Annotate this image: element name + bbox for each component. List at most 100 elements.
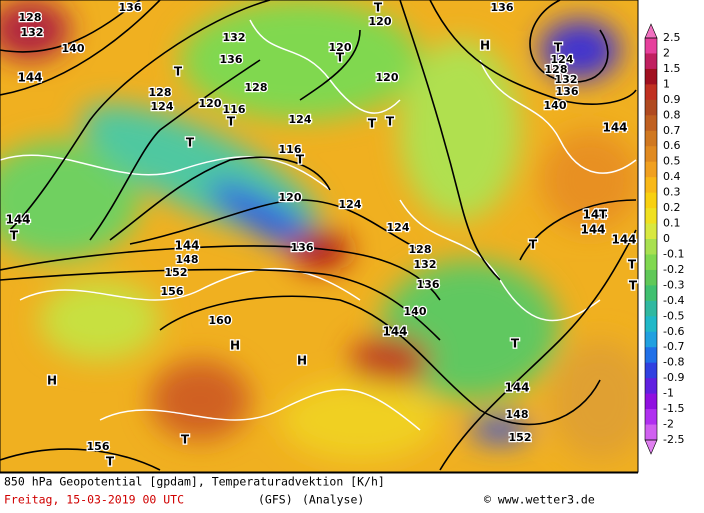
colorbar-label: -0.2 — [663, 263, 684, 276]
map-label: H — [480, 39, 490, 53]
map-label: T — [106, 455, 115, 469]
colorbar-swatch — [645, 393, 657, 410]
colorbar-swatch — [645, 269, 657, 286]
map-label: 124 — [339, 198, 362, 211]
colorbar-swatch — [645, 347, 657, 364]
colorbar-swatch — [645, 115, 657, 132]
colorbar-swatch — [645, 378, 657, 395]
map-label: 144 — [17, 71, 42, 85]
colorbar-label: -1 — [663, 387, 674, 400]
map-label: H — [47, 374, 57, 388]
map-label: 132 — [223, 31, 246, 44]
map-label: T — [336, 51, 345, 65]
map-label: 144 — [582, 208, 607, 222]
colorbar-swatch — [645, 99, 657, 116]
map-label: 124 — [387, 221, 410, 234]
colorbar-label: -0.1 — [663, 247, 684, 260]
map-label: 152 — [509, 431, 532, 444]
colorbar-swatch — [645, 316, 657, 333]
colorbar-label: -0.6 — [663, 325, 684, 338]
colorbar-label: -0.3 — [663, 278, 684, 291]
colorbar-label: -0.9 — [663, 371, 684, 384]
colorbar-label: 2.5 — [663, 31, 681, 44]
footer-date: Freitag, 15-03-2019 00 UTC — [4, 493, 184, 507]
map-label: 132 — [555, 73, 578, 86]
colorbar-swatch — [645, 300, 657, 317]
colorbar-swatch — [645, 68, 657, 85]
colorbar-swatch — [645, 84, 657, 101]
geopotential-contours — [0, 0, 637, 471]
colorbar-label: 0.5 — [663, 155, 681, 168]
map-label: 156 — [161, 285, 184, 298]
footer-copyright: © www.wetter3.de — [484, 493, 595, 507]
colorbar-label: 0.7 — [663, 124, 681, 137]
colorbar-label: -0.4 — [663, 294, 684, 307]
map-label: T — [181, 433, 190, 447]
map-label: T — [174, 65, 183, 79]
map-frame — [0, 0, 639, 473]
map-label: 128 — [409, 243, 432, 256]
colorbar-swatch — [645, 239, 657, 255]
footer-model: (GFS) — [258, 493, 293, 507]
map-label: 144 — [602, 121, 627, 135]
map-label: T — [629, 279, 638, 293]
map-label: T — [374, 1, 383, 15]
map-label: 120 — [329, 41, 352, 54]
colorbar-label: -0.7 — [663, 340, 684, 353]
map-label: 128 — [149, 86, 172, 99]
colorbar-label: 0.9 — [663, 93, 681, 106]
colorbar-label: 2 — [663, 46, 670, 59]
map-label: T — [511, 337, 520, 351]
colorbar-swatch — [645, 208, 657, 225]
map-label: 152 — [165, 266, 188, 279]
colorbar-swatch — [645, 331, 657, 348]
map-label: 144 — [5, 213, 30, 227]
map-label: 136 — [291, 241, 314, 254]
colorbar-swatch — [645, 424, 657, 441]
map-label: T — [529, 238, 538, 252]
map-label: 132 — [21, 26, 44, 39]
map-label: 160 — [209, 314, 232, 327]
map-label: T — [296, 153, 305, 167]
colorbar-top-arrow — [644, 23, 658, 39]
colorbar-label: -1.5 — [663, 402, 684, 415]
map-label: 124 — [289, 113, 312, 126]
colorbar-swatch — [645, 130, 657, 147]
map-label: 144 — [174, 239, 199, 253]
colorbar-label: -2.5 — [663, 433, 684, 446]
colorbar-swatch — [645, 223, 657, 240]
map-label: T — [10, 229, 19, 243]
map-label: 136 — [417, 278, 440, 291]
colorbar-swatch — [645, 38, 657, 54]
colorbar-label: 1 — [663, 77, 670, 90]
map-label: 124 — [551, 53, 574, 66]
map-label: 144 — [611, 233, 636, 247]
map-label: T — [386, 115, 395, 129]
colorbar-bottom-arrow — [644, 439, 658, 455]
colorbar-label: -0.5 — [663, 309, 684, 322]
colorbar: 2.5 2 1.5 1 0.9 0.8 0.7 0.6 0.5 0.4 0.3 0.2 0.1 0 -0.1… — [644, 23, 684, 455]
map-label: 140 — [404, 305, 427, 318]
colorbar-swatch — [645, 146, 657, 163]
map-area — [0, 0, 638, 472]
colorbar-label: 0.8 — [663, 108, 681, 121]
colorbar-swatch — [645, 53, 657, 70]
colorbar-swatch — [645, 177, 657, 194]
map-label: H — [297, 354, 307, 368]
map-label: 116 — [279, 143, 302, 156]
map-label: 124 — [151, 100, 174, 113]
map-label: 136 — [119, 1, 142, 14]
colorbar-label: 1.5 — [663, 62, 681, 75]
map-label: T — [599, 208, 608, 222]
map-label: 136 — [556, 85, 579, 98]
map-label: 156 — [87, 440, 110, 453]
map-label: 144 — [382, 325, 407, 339]
colorbar-frame — [644, 37, 658, 441]
colorbar-swatch — [645, 161, 657, 178]
footer-description: 850 hPa Geopotential [gpdam], Temperatur… — [4, 475, 385, 489]
map-label: 120 — [279, 191, 302, 204]
map-label: 120 — [369, 15, 392, 28]
colorbar-swatch — [645, 192, 657, 209]
